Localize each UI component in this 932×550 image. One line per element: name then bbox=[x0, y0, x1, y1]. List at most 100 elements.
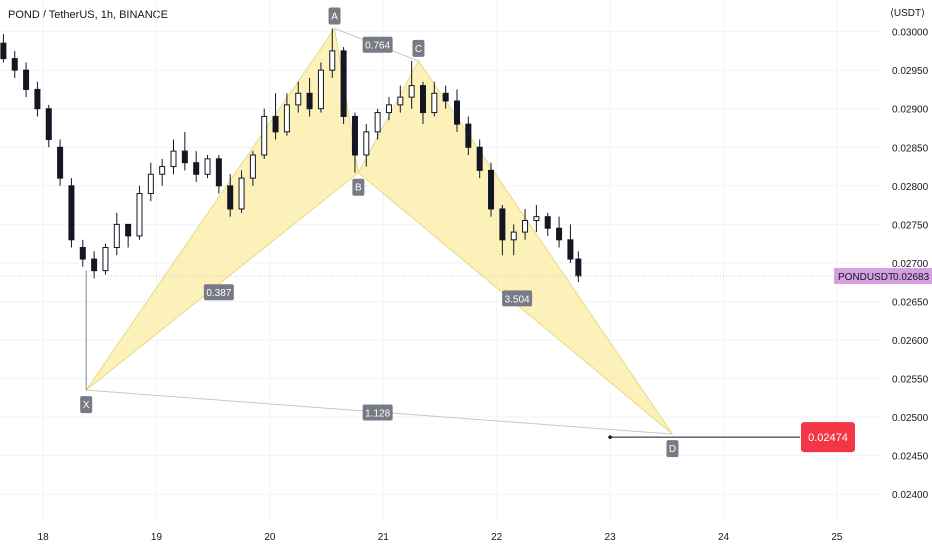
x-tick-label: 21 bbox=[378, 532, 390, 543]
candle-body bbox=[476, 146, 483, 171]
candle-body bbox=[465, 123, 472, 148]
ratio-box bbox=[203, 284, 234, 301]
ratio-box bbox=[502, 290, 533, 307]
last-price-tag bbox=[834, 268, 932, 285]
point-label-b: B bbox=[355, 183, 362, 194]
candle-body bbox=[45, 108, 52, 141]
candle-body bbox=[125, 223, 132, 237]
candle-body bbox=[136, 193, 143, 237]
symbol-label: PONDUSDT bbox=[838, 272, 894, 283]
candle-body bbox=[454, 100, 461, 125]
candle-body bbox=[499, 208, 506, 241]
candle-body bbox=[340, 50, 347, 117]
y-tick-label: 0.02700 bbox=[892, 259, 929, 270]
candle-body bbox=[34, 88, 41, 110]
candle-body bbox=[442, 92, 449, 102]
point-box-x bbox=[80, 396, 93, 414]
projection-dot bbox=[608, 435, 612, 439]
candle-body bbox=[419, 85, 426, 114]
candle-body bbox=[204, 158, 211, 175]
candle-body bbox=[363, 131, 370, 156]
point-box-a bbox=[328, 7, 341, 25]
last-price-label: 0.02683 bbox=[893, 272, 930, 283]
candle-body bbox=[374, 112, 381, 133]
point-box-b bbox=[352, 178, 365, 196]
candle-body bbox=[68, 185, 75, 241]
candle-body bbox=[329, 50, 336, 71]
candle-body bbox=[170, 150, 177, 168]
candle-body bbox=[408, 85, 415, 98]
candle-body bbox=[283, 104, 290, 133]
point-box-d bbox=[666, 440, 679, 458]
candle-body bbox=[556, 227, 563, 241]
ratio-label: 3.504 bbox=[505, 294, 530, 305]
candle-body bbox=[147, 173, 154, 195]
candle-body bbox=[249, 154, 256, 179]
y-tick-label: 0.02500 bbox=[892, 413, 929, 424]
candle-body bbox=[272, 115, 279, 133]
candle-body bbox=[567, 239, 574, 260]
target-price-box bbox=[801, 422, 855, 453]
candle-body bbox=[102, 247, 109, 272]
point-label-a: A bbox=[331, 12, 338, 23]
candle-body bbox=[91, 258, 98, 272]
y-tick-label: 0.02400 bbox=[892, 490, 929, 501]
candle-body bbox=[351, 115, 358, 156]
candle-body bbox=[397, 96, 404, 106]
harmonic-xab bbox=[85, 27, 359, 391]
ratio-label: 0.387 bbox=[206, 288, 231, 299]
ratio-label: 1.128 bbox=[365, 409, 390, 420]
point-box-c bbox=[412, 39, 425, 57]
y-tick-label: 0.02750 bbox=[892, 220, 929, 231]
y-tick-label: 0.02450 bbox=[892, 452, 929, 463]
candle-body bbox=[11, 58, 18, 71]
ratio-box bbox=[362, 404, 393, 421]
candle-body bbox=[522, 220, 529, 233]
y-tick-label: 0.03000 bbox=[892, 28, 929, 39]
candle-body bbox=[385, 104, 392, 114]
candle-body bbox=[295, 92, 302, 106]
candle-body bbox=[261, 115, 268, 156]
x-tick-label: 23 bbox=[605, 532, 617, 543]
x-tick-label: 25 bbox=[831, 532, 843, 543]
candle-body bbox=[317, 69, 324, 110]
y-tick-label: 0.02950 bbox=[892, 66, 929, 77]
candle-body bbox=[193, 162, 200, 175]
y-tick-label: 0.02800 bbox=[892, 182, 929, 193]
candle-body bbox=[488, 169, 495, 210]
target-price-label: 0.02474 bbox=[808, 432, 848, 444]
candle-body bbox=[113, 223, 120, 249]
candle-body bbox=[533, 216, 540, 222]
point-label-x: X bbox=[83, 400, 90, 411]
candle-body bbox=[159, 166, 166, 175]
candle-body bbox=[227, 185, 234, 210]
point-label-c: C bbox=[415, 44, 422, 55]
chart-title: POND / TetherUS, 1h, BINANCE bbox=[8, 9, 168, 21]
y-tick-label: 0.02900 bbox=[892, 105, 929, 116]
candle-body bbox=[544, 216, 551, 229]
candle-body bbox=[23, 69, 30, 90]
candle-body bbox=[306, 92, 313, 110]
ratio-label: 0.764 bbox=[365, 41, 390, 52]
y-tick-label: 0.02850 bbox=[892, 143, 929, 154]
point-label-d: D bbox=[669, 444, 676, 455]
x-tick-label: 22 bbox=[491, 532, 503, 543]
candle-body bbox=[215, 158, 222, 187]
candle-body bbox=[57, 146, 64, 179]
candle-body bbox=[510, 231, 517, 241]
y-tick-label: 0.02650 bbox=[892, 297, 929, 308]
candle-body bbox=[575, 258, 582, 277]
candle-body bbox=[431, 92, 438, 114]
candle-body bbox=[0, 42, 7, 60]
y-tick-label: 0.02550 bbox=[892, 375, 929, 386]
x-tick-label: 19 bbox=[151, 532, 163, 543]
y-tick-label: 0.02600 bbox=[892, 336, 929, 347]
ratio-box bbox=[362, 36, 393, 53]
x-tick-label: 18 bbox=[38, 532, 50, 543]
currency-label[interactable]: ⟨USDT⟩ bbox=[890, 8, 926, 19]
x-tick-label: 24 bbox=[718, 532, 730, 543]
candle-body bbox=[181, 150, 188, 164]
x-tick-label: 20 bbox=[264, 532, 276, 543]
